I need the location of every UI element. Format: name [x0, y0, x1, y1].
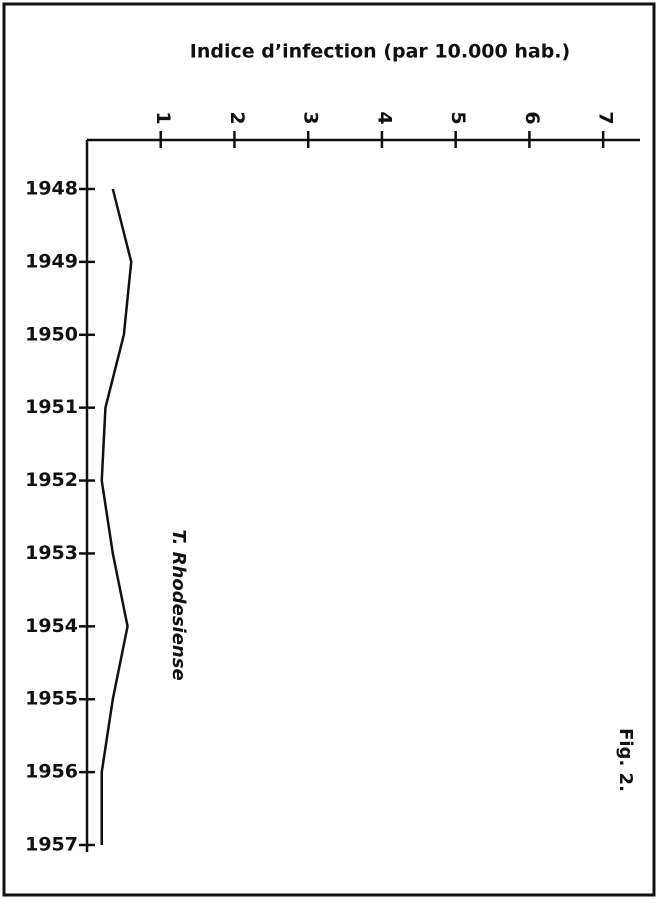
x-tick-label: 5: [447, 111, 469, 124]
y-tick-label: 1955: [25, 688, 78, 710]
figure-label: Fig. 2.: [615, 728, 636, 792]
y-tick-label: 1951: [25, 396, 78, 418]
x-tick-label: 7: [595, 111, 617, 124]
y-tick-label: 1950: [25, 323, 78, 345]
x-tick-label: 3: [300, 111, 322, 124]
line: [100, 188, 133, 845]
x-tick-label: 6: [521, 111, 543, 124]
y-tick-label: 1953: [25, 542, 78, 564]
y-tick-label: 1948: [25, 178, 78, 200]
x-tick-label: 4: [373, 111, 395, 124]
y-tick-label: 1949: [25, 250, 78, 272]
y-tick-label: 1956: [25, 761, 78, 783]
x-tick-label: 2: [226, 111, 248, 124]
y-tick-label: 1954: [25, 615, 78, 637]
y-tick-label: 1952: [25, 469, 78, 491]
x-tick-label: 1: [152, 111, 174, 124]
annotation: T. Rhodesiense: [168, 529, 189, 680]
y-tick-label: 1957: [25, 834, 78, 856]
chart-title: Indice d’infection (par 10.000 hab.): [190, 41, 570, 63]
